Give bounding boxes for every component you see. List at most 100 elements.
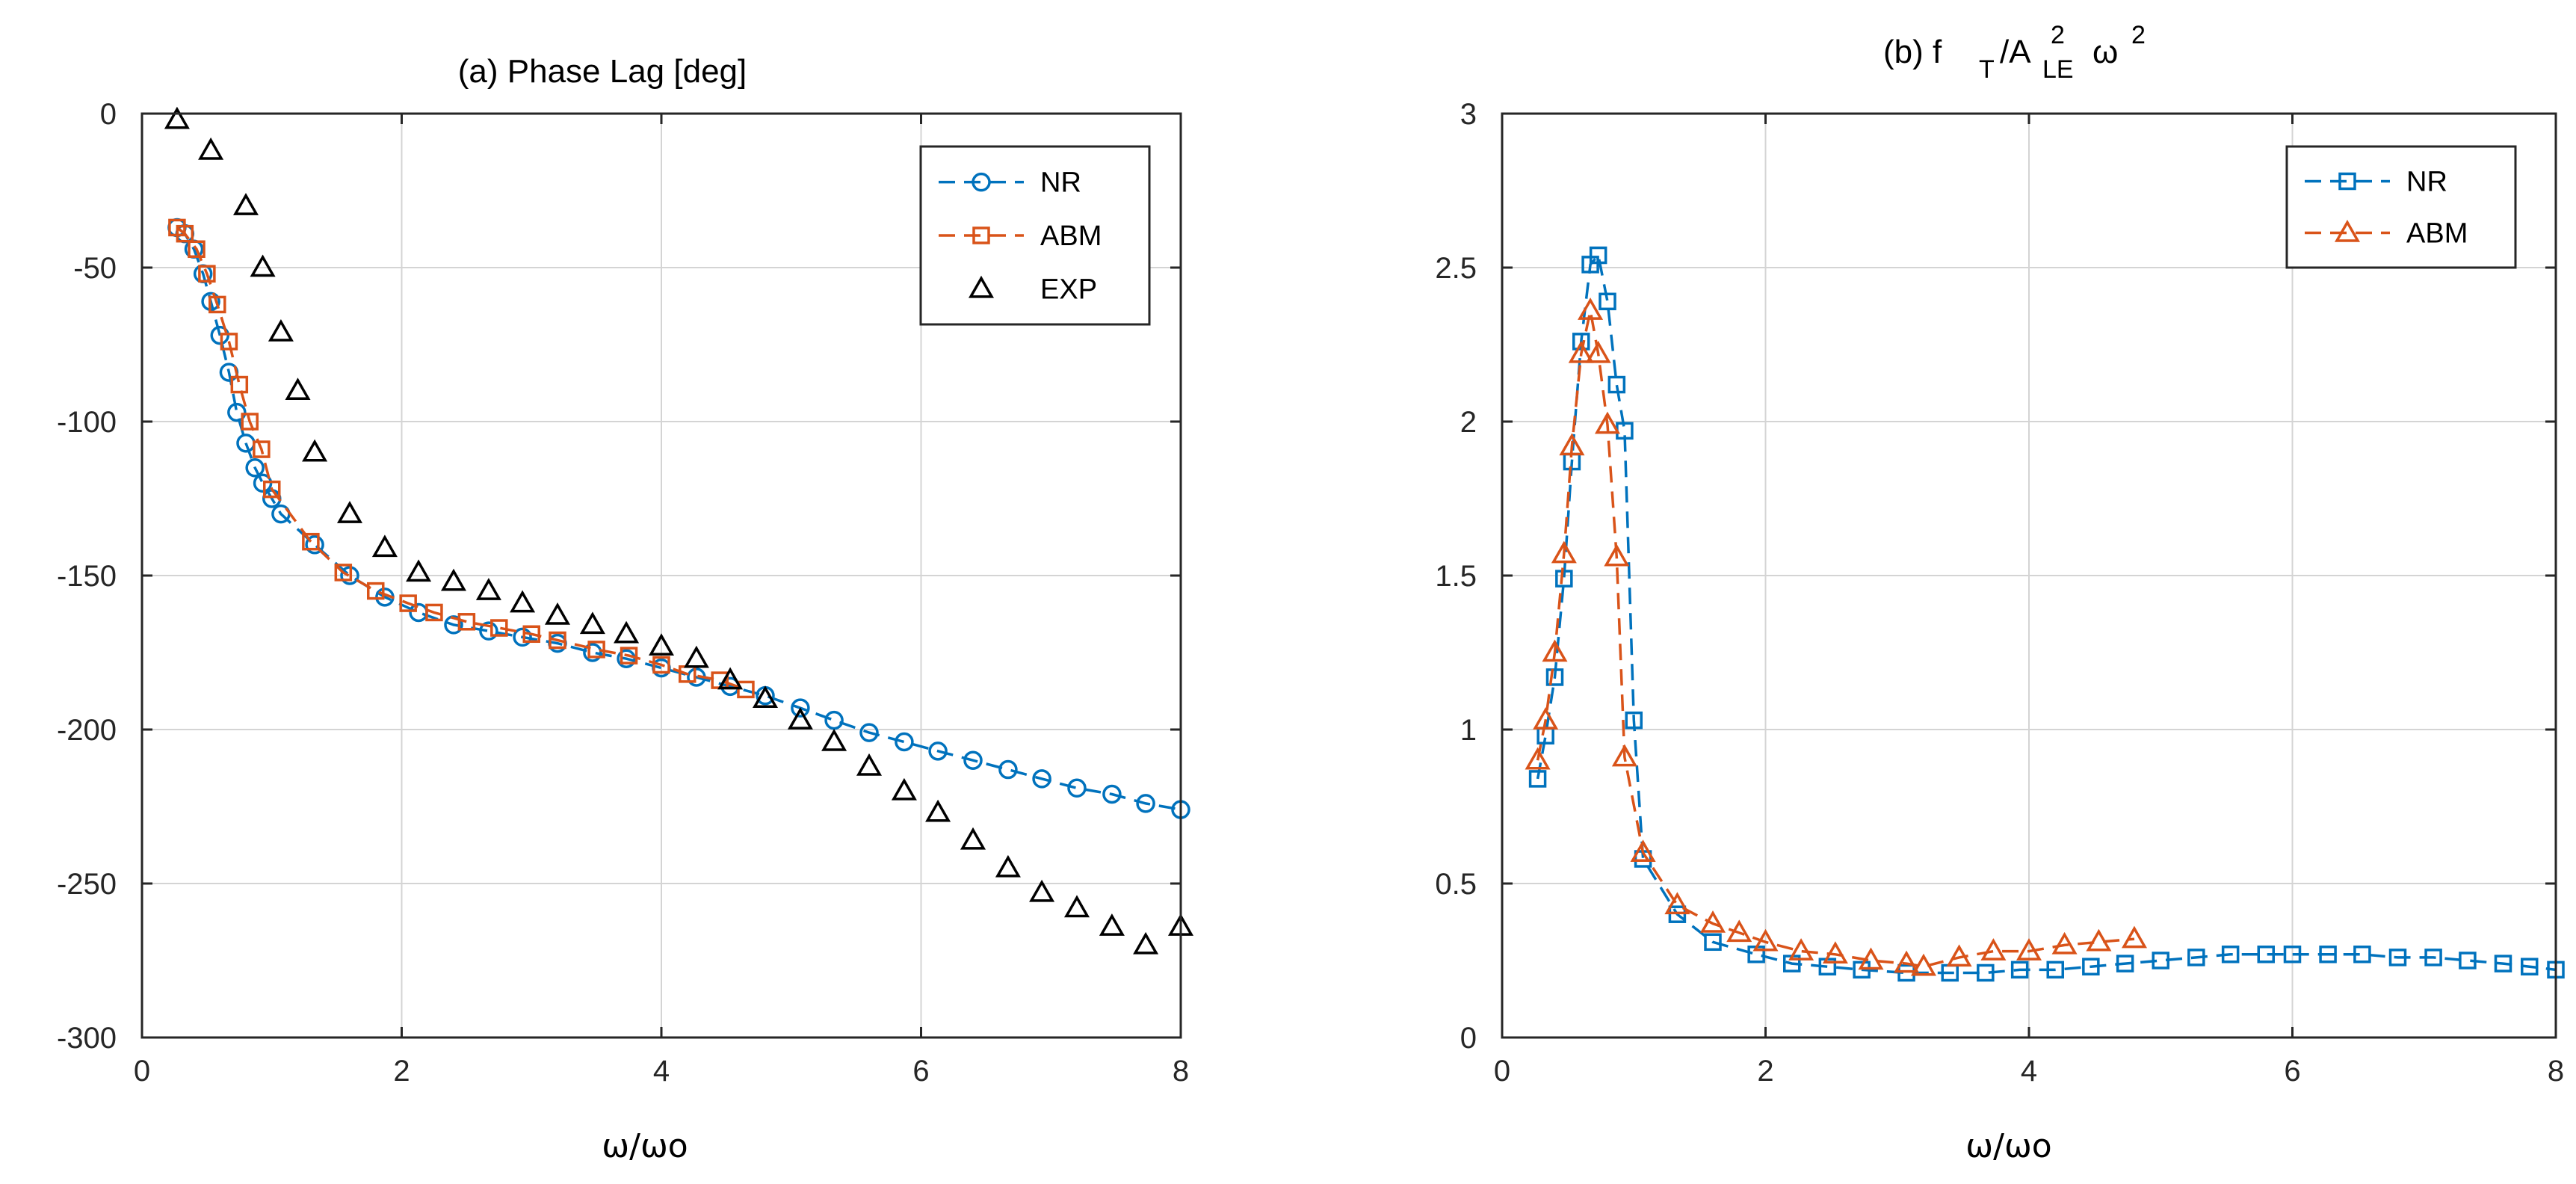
panel-a-abm-point [198,265,216,283]
panel-b-nr-point [1599,292,1616,311]
panel-b-nr-point [1668,905,1687,923]
panel-a-exp-point [683,645,709,668]
panel-b-nr-point [2319,946,2337,963]
panel-a-abm-point [399,594,417,612]
panel-a-abm-point [220,333,238,351]
panel-a-ytick-label: -50 [73,252,117,285]
panel-a-nr-point [998,759,1018,780]
panel-b-abm-point [2016,938,2042,961]
panel-b-nr-point [2521,958,2539,975]
panel-a-nr-point [1136,794,1155,813]
panel-b-nr-point [2257,946,2275,963]
panel-a-exp-point [1099,913,1125,936]
panel-b-nr-point [2459,952,2477,969]
panel-b-title-sup-2b: 2 [2131,21,2146,49]
panel-a-nr-point [859,723,879,742]
panel-a-phase-lag: (a) Phase Lag [deg] 0 2 4 6 8 0 -50 -100 -150 -20… [57,53,1194,1165]
panel-a-exp-point [960,827,986,850]
panel-b-title-omega: ω [2092,34,2118,70]
panel-b-legend-marker-nr [2338,172,2356,191]
panel-b-xtick-label: 2 [1757,1055,1773,1088]
panel-b-abm-point [1980,938,2007,961]
panel-a-exp-point [1029,879,1055,902]
panel-a-xtick-label: 0 [134,1055,150,1088]
panel-a-nr-point [513,627,532,647]
panel-a-xtick-label: 4 [653,1055,670,1088]
panel-b-abm-point [1699,910,1726,933]
panel-a-exp-point [787,707,813,730]
panel-a-legend-label-abm: ABM [1040,221,1102,252]
panel-a-xtick-label: 8 [1173,1055,1189,1088]
panel-b-xtick-label: 4 [2021,1055,2037,1088]
panel-b-ytick-label: 0.5 [1435,868,1477,901]
panel-b-abm-point [1585,340,1611,363]
panel-a-nr-point [791,698,810,718]
panel-b-nr-point [2082,958,2100,975]
panel-a-exp-point [250,254,276,277]
panel-a-exp-point [891,777,917,801]
panel-b-abm-point [1594,411,1621,434]
panel-b-legend-box [2285,145,2517,269]
panel-a-exp-point [925,799,951,822]
panel-b-series-nr [1528,246,2565,982]
panel-a-legend-label-exp: EXP [1040,274,1097,305]
panel-b-ytick-label: 2 [1460,406,1477,439]
panel-b-xtick-label: 6 [2284,1055,2300,1088]
panel-a-exp-point [614,620,640,644]
panel-b-xtick-label: 8 [2548,1055,2564,1088]
panel-a-exp-point [302,439,328,462]
panel-b-xlabel: ω/ωo [1965,1127,2051,1165]
panel-a-nr-point [305,535,324,555]
panel-b-axes-frame [1501,112,2557,1039]
panel-a-abm-point [176,224,194,243]
panel-a-legend-marker-abm [972,226,990,244]
panel-a-abm-point [367,582,385,600]
panel-b-nr-point [1607,375,1626,394]
panel-a-abm-point [209,295,226,314]
panel-b-title-sup-2: 2 [2051,21,2065,49]
panel-a-series-abm-line [176,226,747,691]
panel-a-legend-box [919,145,1151,326]
panel-a-abm-point [587,641,605,659]
panel-a-nr-point [895,732,914,752]
panel-a-abm-point [425,603,443,622]
panel-a-nr-point [444,615,463,635]
panel-a-exp-point [1063,895,1090,918]
panel-a-nr-point [583,643,602,662]
panel-a-legend: NR ABM EXP [919,145,1151,326]
panel-a-exp-point [510,590,536,613]
panel-a-legend-marker-exp [968,275,995,298]
panel-a-nr-point [1102,784,1122,804]
panel-a-abm-point [737,680,755,699]
panel-a-exp-point [285,377,311,401]
panel-a-nr-point [1067,778,1087,798]
panel-a-xtick-label: 6 [912,1055,929,1088]
panel-b-abm-point [1578,297,1604,320]
panel-b-nr-point [2424,949,2442,966]
panel-a-exp-point [821,728,847,751]
panel-a-abm-point [253,440,271,458]
panel-a-ytick-label: 0 [100,98,117,131]
panel-a-exp-point [268,318,294,342]
panel-a-exp-point [336,501,363,523]
panel-b-legend-label-abm: ABM [2406,218,2468,250]
panel-b-nr-point [1853,961,1871,979]
panel-a-exp-point [164,106,190,129]
panel-a-exp-point [475,578,501,600]
panel-b-abm-point [1726,919,1752,943]
panel-a-exp-point [648,633,675,656]
panel-b-legend-marker-abm [2334,219,2361,242]
panel-a-abm-point [522,625,540,644]
panel-a-exp-point [995,854,1021,878]
panel-b-abm-point [1910,953,1937,976]
panel-b-title-part-c: /A [2000,34,2031,70]
panel-a-legend-label-nr: NR [1040,167,1081,199]
panel-b-ytick-label: 1 [1460,714,1477,747]
panel-a-ytick-label: -200 [57,714,117,747]
panel-a-abm-point [263,480,281,499]
panel-a-nr-point [617,649,636,668]
panel-b-abm-point [1533,707,1559,730]
panel-a-exp-point [198,137,224,160]
panel-b-nr-point [2353,946,2371,963]
panel-b-title-sub-le: LE [2042,55,2074,84]
